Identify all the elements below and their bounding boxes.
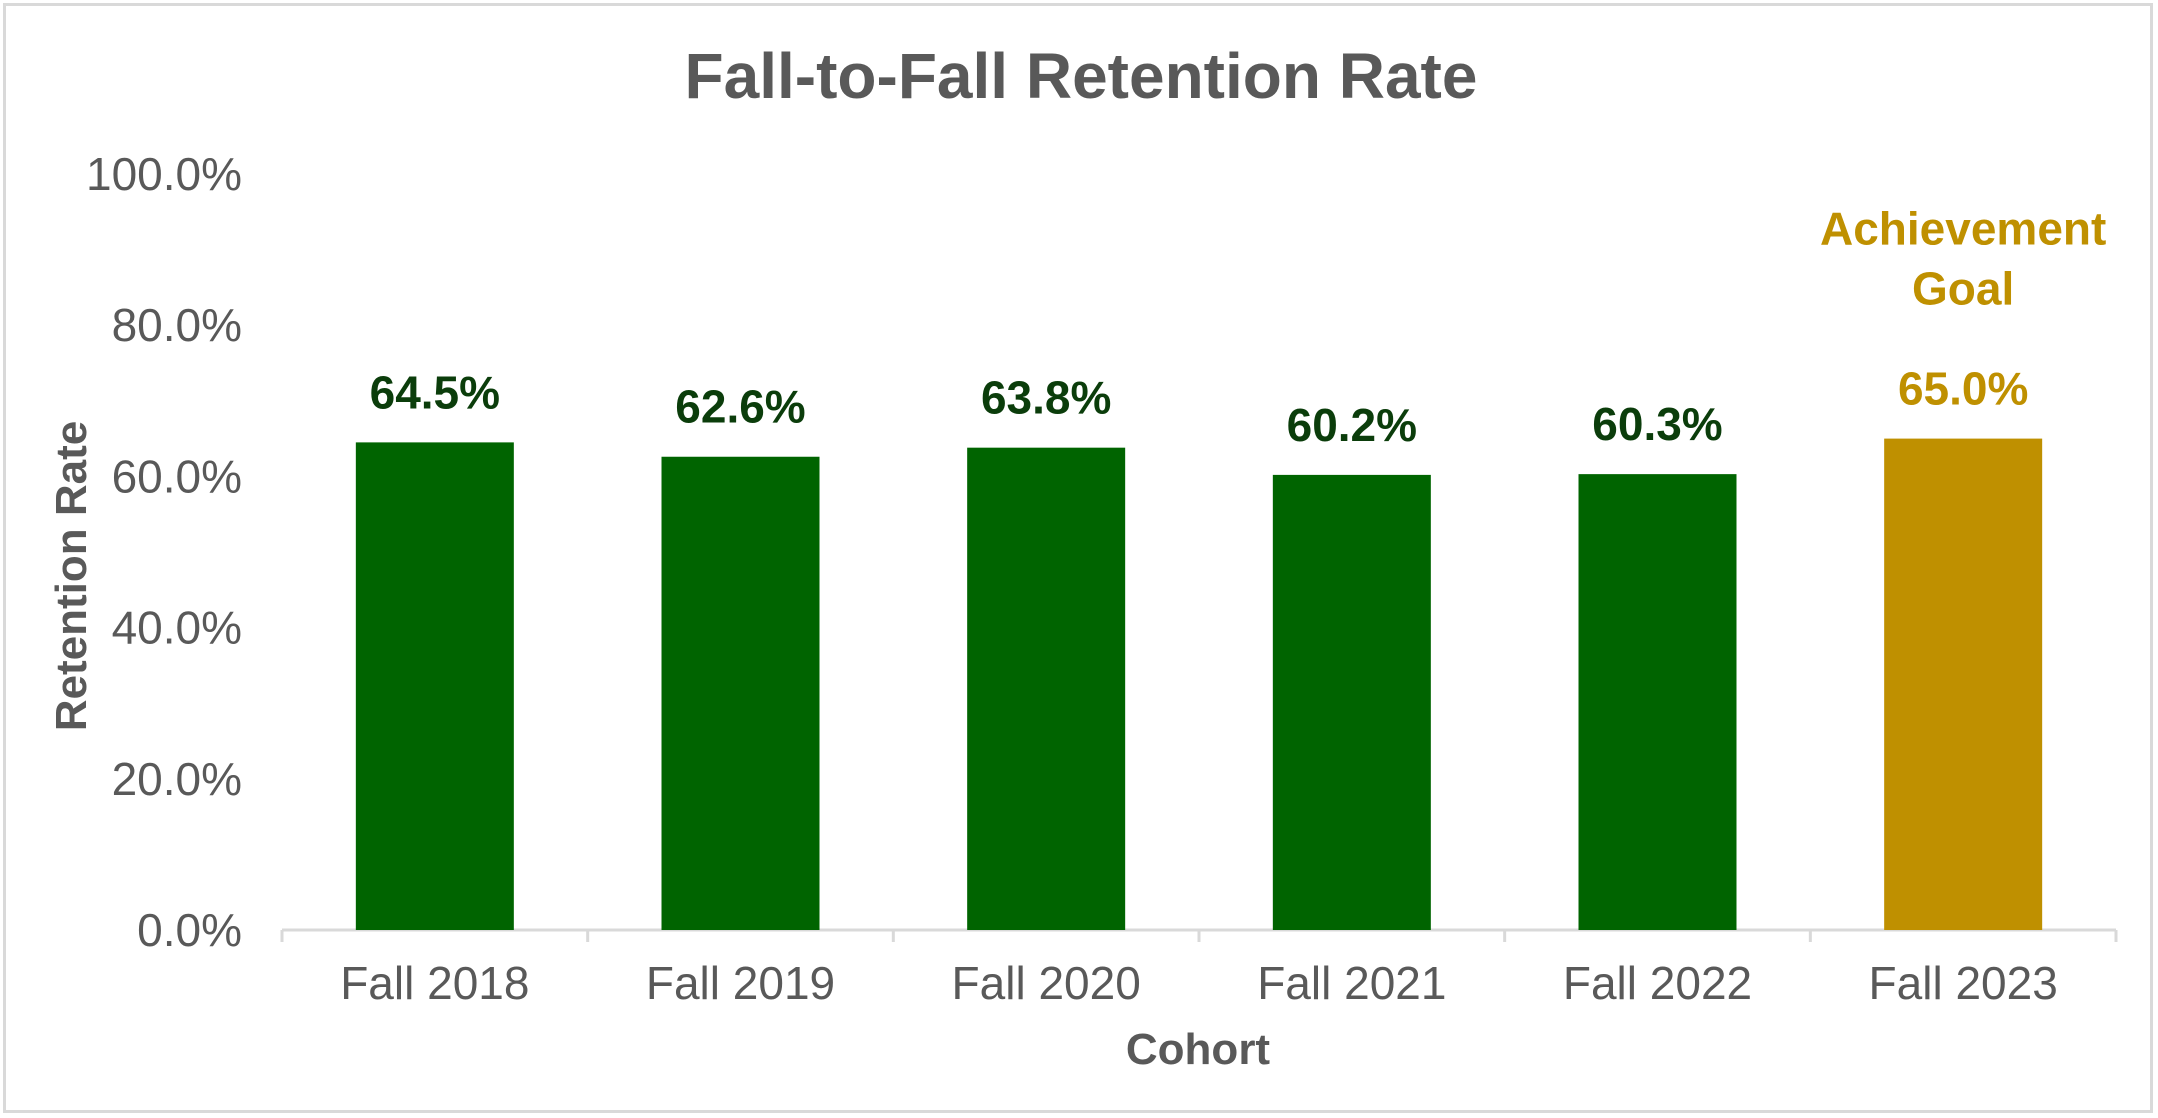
data-label: 62.6% xyxy=(675,381,805,433)
y-tick-label: 60.0% xyxy=(112,450,242,502)
bar xyxy=(1272,474,1431,930)
x-tick-label: Fall 2022 xyxy=(1563,957,1752,1009)
bar xyxy=(355,442,514,930)
y-tick-label: 40.0% xyxy=(112,602,242,654)
x-tick-label: Fall 2018 xyxy=(340,957,529,1009)
chart-container: Fall-to-Fall Retention Rate Retention Ra… xyxy=(3,3,2153,1113)
data-label: 63.8% xyxy=(981,372,1111,424)
goal-bar xyxy=(1884,438,2043,930)
y-axis: 0.0% 20.0% 40.0% 60.0% 80.0% 100.0% xyxy=(86,148,242,956)
data-label: 60.3% xyxy=(1592,398,1722,450)
achievement-goal-annotation: Goal xyxy=(1912,263,2014,315)
x-axis-title: Cohort xyxy=(1126,1025,1271,1074)
data-label: 60.2% xyxy=(1287,399,1417,451)
y-tick-label: 80.0% xyxy=(112,299,242,351)
x-tick-label: Fall 2023 xyxy=(1869,957,2058,1009)
bar xyxy=(661,456,820,930)
bar-chart: Fall-to-Fall Retention Rate Retention Ra… xyxy=(47,40,2118,1074)
y-tick-label: 100.0% xyxy=(86,148,242,200)
data-label: 64.5% xyxy=(370,366,500,418)
annotations: Achievement Goal xyxy=(1820,203,2106,315)
x-axis: Fall 2018 Fall 2019 Fall 2020 Fall 2021 Fall… xyxy=(280,928,2118,1009)
x-tick-label: Fall 2019 xyxy=(646,957,835,1009)
bar xyxy=(967,447,1126,930)
data-labels: 64.5% 62.6% 63.8% 60.2% 60.3% 65.0% xyxy=(370,363,2029,451)
y-tick-label: 20.0% xyxy=(112,753,242,805)
x-tick-label: Fall 2021 xyxy=(1257,957,1446,1009)
x-tick-label: Fall 2020 xyxy=(952,957,1141,1009)
data-label: 65.0% xyxy=(1898,363,2028,415)
y-tick-label: 0.0% xyxy=(137,904,242,956)
achievement-goal-annotation: Achievement xyxy=(1820,203,2106,255)
bar xyxy=(1578,474,1737,930)
y-axis-title: Retention Rate xyxy=(47,421,96,731)
bar-series xyxy=(355,438,2043,930)
chart-title: Fall-to-Fall Retention Rate xyxy=(685,40,1478,112)
